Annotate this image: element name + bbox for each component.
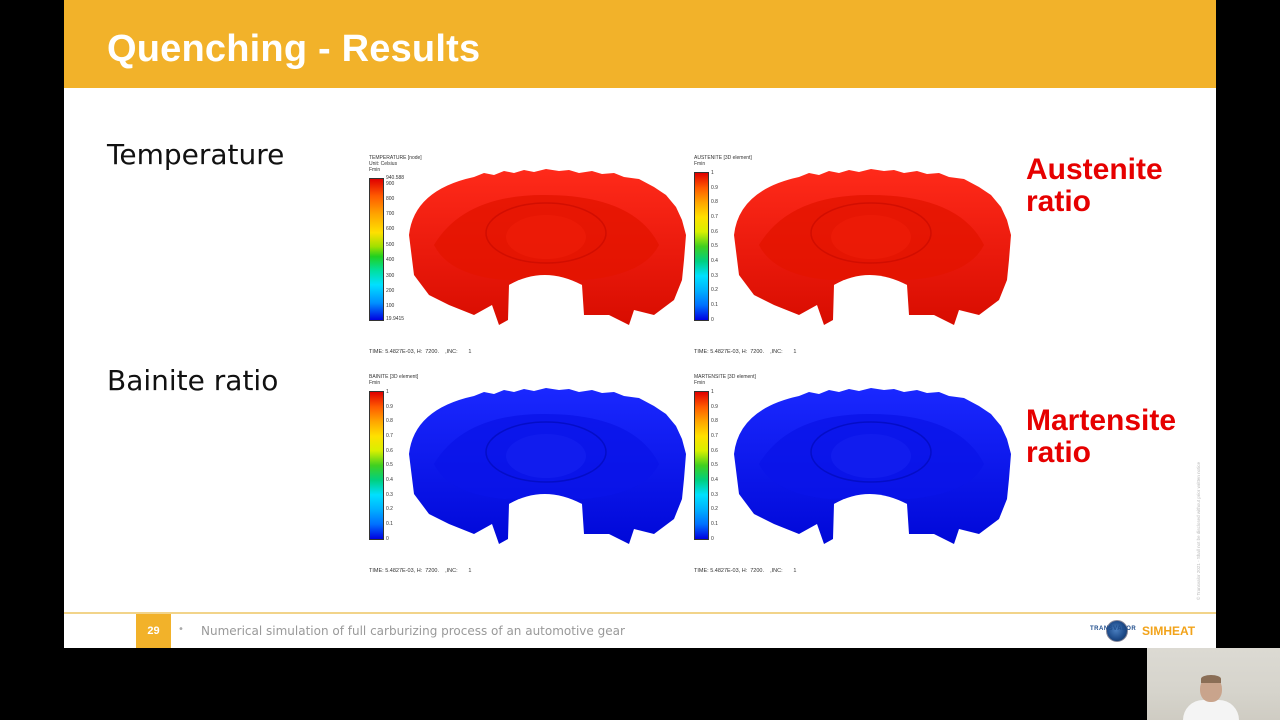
bainite-label: Bainite ratio bbox=[107, 364, 279, 397]
temperature-time-info: TIME: 5.4827E-03, H: 7200. ,INC: 1 bbox=[369, 349, 472, 355]
gear-3d-model-blue bbox=[734, 388, 1011, 544]
temperature-label: Temperature bbox=[107, 138, 285, 171]
tick: 19.9415 bbox=[386, 316, 405, 322]
tick: 500 bbox=[386, 242, 395, 248]
tick: 0.3 bbox=[386, 492, 393, 498]
temperature-panel: TEMPERATURE [node] Unit: Celsius Fmin 94… bbox=[369, 155, 689, 355]
tick: 940.588 bbox=[386, 175, 405, 181]
tick: 0.3 bbox=[711, 492, 718, 498]
martensite-legend-title: MARTENSITE [3D element] Fmin bbox=[694, 374, 756, 386]
page-number: 29 bbox=[136, 614, 171, 648]
footer-logos: TRANSVALOR SIMHEAT bbox=[1090, 618, 1214, 644]
tick: 0.5 bbox=[711, 243, 718, 249]
martensite-time-info: TIME: 5.4827E-03, H: 7200. ,INC: 1 bbox=[694, 568, 797, 574]
tick: 0.2 bbox=[711, 287, 718, 293]
tick: 0.6 bbox=[711, 448, 718, 454]
tick: 0.3 bbox=[711, 273, 718, 279]
bainite-legend-title: BAINITE [3D element] Fmin bbox=[369, 374, 419, 386]
martensite-label-line1: Martensite bbox=[1026, 404, 1177, 437]
gear-3d-model-red bbox=[734, 169, 1011, 325]
tick: 0.8 bbox=[711, 418, 718, 424]
tick: 0.4 bbox=[711, 477, 718, 483]
tick: 0.4 bbox=[386, 477, 393, 483]
tick: 0.8 bbox=[711, 199, 718, 205]
tick: 0 bbox=[711, 317, 714, 323]
bainite-time-info: TIME: 5.4827E-03, H: 7200. ,INC: 1 bbox=[369, 568, 472, 574]
tick: 0.6 bbox=[711, 229, 718, 235]
tick: 0.6 bbox=[386, 448, 393, 454]
tick: 600 bbox=[386, 226, 395, 232]
bainite-color-bar bbox=[369, 391, 384, 540]
tick: 1 bbox=[711, 389, 714, 395]
presenter-body bbox=[1183, 700, 1239, 720]
tick: 0.7 bbox=[711, 214, 718, 220]
tick: 0.1 bbox=[711, 302, 718, 308]
tick: 0.7 bbox=[386, 433, 393, 439]
martensite-color-bar bbox=[694, 391, 709, 540]
austenite-label-line1: Austenite bbox=[1026, 153, 1163, 186]
tick: 0.9 bbox=[711, 185, 718, 191]
austenite-panel: AUSTENITE [3D element] Fmin 1 0.9 0.8 0.… bbox=[694, 155, 1014, 355]
tick: 1 bbox=[711, 170, 714, 176]
presenter-webcam bbox=[1147, 648, 1280, 720]
footer-text: Numerical simulation of full carburizing… bbox=[201, 624, 625, 638]
tick: 1 bbox=[386, 389, 389, 395]
martensite-ratio-label: Martensite ratio bbox=[1026, 405, 1176, 469]
tick: 0.5 bbox=[711, 462, 718, 468]
austenite-color-bar bbox=[694, 172, 709, 321]
presenter-hair bbox=[1201, 675, 1221, 683]
tick: 300 bbox=[386, 273, 395, 279]
slide-title: Quenching - Results bbox=[107, 28, 481, 70]
temperature-legend-title: TEMPERATURE [node] Unit: Celsius Fmin bbox=[369, 155, 422, 173]
footer-bullet: • bbox=[178, 624, 184, 635]
tick: 0 bbox=[386, 536, 389, 542]
copyright-notice: © Transvalor 2021 - Shall not be disclos… bbox=[1196, 461, 1201, 600]
austenite-label-line2: ratio bbox=[1026, 185, 1092, 218]
transvalor-logo: TRANSVALOR bbox=[1090, 626, 1137, 632]
martensite-label-line2: ratio bbox=[1026, 436, 1092, 469]
tick: 900 bbox=[386, 181, 395, 187]
footer-divider bbox=[64, 612, 1216, 614]
tick: 700 bbox=[386, 211, 395, 217]
tick: 0.1 bbox=[386, 521, 393, 527]
tick: 0.5 bbox=[386, 462, 393, 468]
tick: 0.8 bbox=[386, 418, 393, 424]
simheat-logo: SIMHEAT bbox=[1142, 624, 1196, 638]
austenite-time-info: TIME: 5.4827E-03, H: 7200. ,INC: 1 bbox=[694, 349, 797, 355]
temperature-color-bar bbox=[369, 178, 384, 321]
austenite-ratio-label: Austenite ratio bbox=[1026, 154, 1163, 218]
tick: 800 bbox=[386, 196, 395, 202]
tick: 0.2 bbox=[711, 506, 718, 512]
tick: 0.1 bbox=[711, 521, 718, 527]
tick: 100 bbox=[386, 303, 395, 309]
tick: 0.9 bbox=[386, 404, 393, 410]
gear-3d-model-blue bbox=[409, 388, 686, 544]
tick: 400 bbox=[386, 257, 395, 263]
tick: 0.9 bbox=[711, 404, 718, 410]
tick: 0.4 bbox=[711, 258, 718, 264]
bainite-panel: BAINITE [3D element] Fmin 1 0.9 0.8 0.7 … bbox=[369, 374, 689, 574]
tick: 0.7 bbox=[711, 433, 718, 439]
gear-3d-model-red bbox=[409, 169, 686, 325]
transvalor-globe-icon bbox=[1106, 620, 1128, 642]
tick: 0 bbox=[711, 536, 714, 542]
martensite-panel: MARTENSITE [3D element] Fmin 1 0.9 0.8 0… bbox=[694, 374, 1014, 574]
slide-header: Quenching - Results bbox=[64, 0, 1216, 88]
austenite-legend-title: AUSTENITE [3D element] Fmin bbox=[694, 155, 752, 167]
tick: 0.2 bbox=[386, 506, 393, 512]
slide: Quenching - Results Temperature Bainite … bbox=[64, 0, 1216, 648]
tick: 200 bbox=[386, 288, 395, 294]
